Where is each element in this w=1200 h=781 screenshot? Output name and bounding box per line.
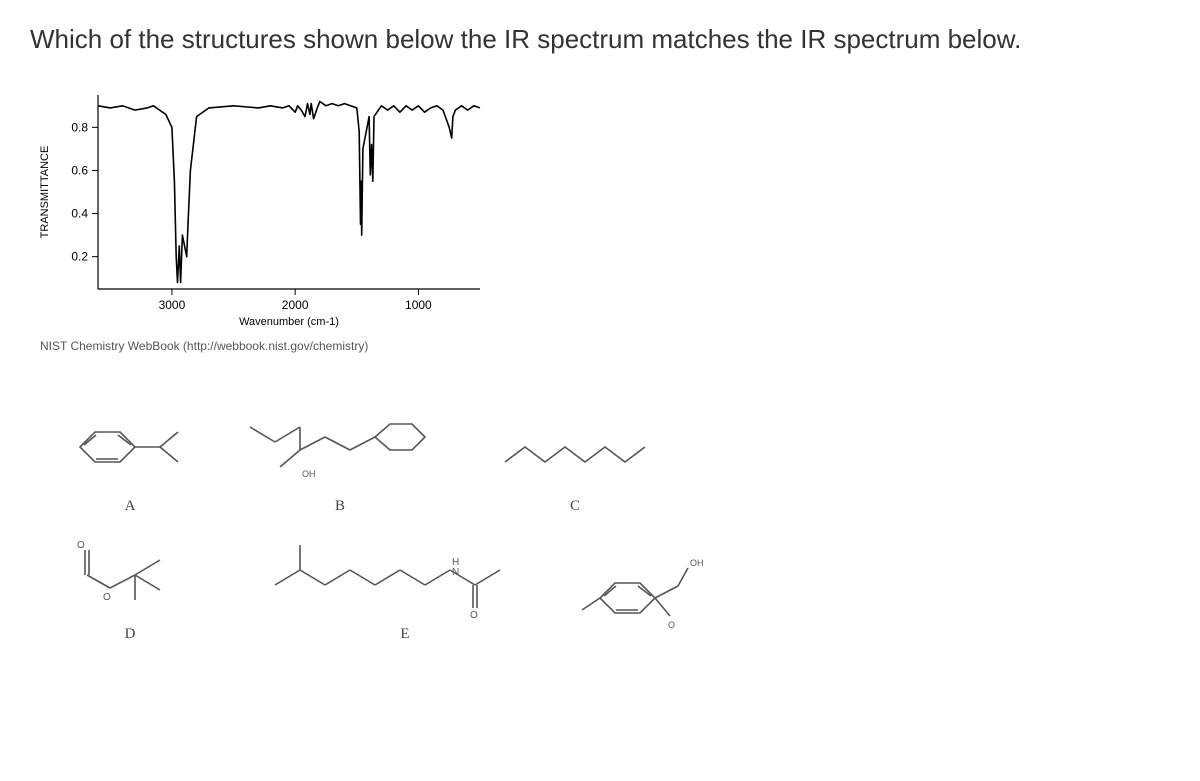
structure-row-1: A OH B <box>60 402 1170 515</box>
svg-text:0.8: 0.8 <box>71 120 88 134</box>
svg-text:O: O <box>77 540 85 551</box>
svg-text:TRANSMITTANCE: TRANSMITTANCE <box>39 146 51 239</box>
option-label-a: A <box>125 498 136 515</box>
svg-text:N: N <box>452 567 459 578</box>
svg-text:0.4: 0.4 <box>71 207 88 221</box>
svg-text:0.2: 0.2 <box>71 250 88 264</box>
chart-source: NIST Chemistry WebBook (http://webbook.n… <box>40 339 510 353</box>
option-label-b: B <box>335 498 345 515</box>
option-label-c: C <box>570 498 580 515</box>
structure-options: A OH B <box>60 402 1170 643</box>
question-text: Which of the structures shown below the … <box>30 20 1170 59</box>
structure-b[interactable]: OH B <box>240 402 440 515</box>
structure-row-2: O O D <box>60 530 1170 643</box>
ir-spectrum-svg: 0.2 0.4 0.6 0.8 3000 2000 1000 Wavenumber (cm-1… <box>30 87 490 337</box>
structure-right-extra[interactable]: OH O <box>570 548 720 643</box>
svg-text:Wavenumber (cm-1): Wavenumber (cm-1) <box>239 316 339 328</box>
svg-text:O: O <box>470 610 478 620</box>
svg-text:2000: 2000 <box>282 298 309 312</box>
svg-text:0.6: 0.6 <box>71 163 88 177</box>
svg-text:1000: 1000 <box>405 298 432 312</box>
oh-label-extra: OH <box>690 558 704 568</box>
oh-label-b: OH <box>302 469 316 479</box>
option-label-e: E <box>400 626 409 643</box>
structure-c[interactable]: C <box>495 422 655 515</box>
svg-text:O: O <box>103 592 111 603</box>
structure-d[interactable]: O O D <box>60 530 200 643</box>
option-label-d: D <box>125 626 136 643</box>
svg-text:O: O <box>668 620 675 630</box>
ir-spectrum-chart: 0.2 0.4 0.6 0.8 3000 2000 1000 Wavenumber (cm-1… <box>30 87 510 357</box>
svg-text:3000: 3000 <box>159 298 186 312</box>
structure-a[interactable]: A <box>60 412 200 515</box>
structure-e[interactable]: H N O E <box>260 530 550 643</box>
